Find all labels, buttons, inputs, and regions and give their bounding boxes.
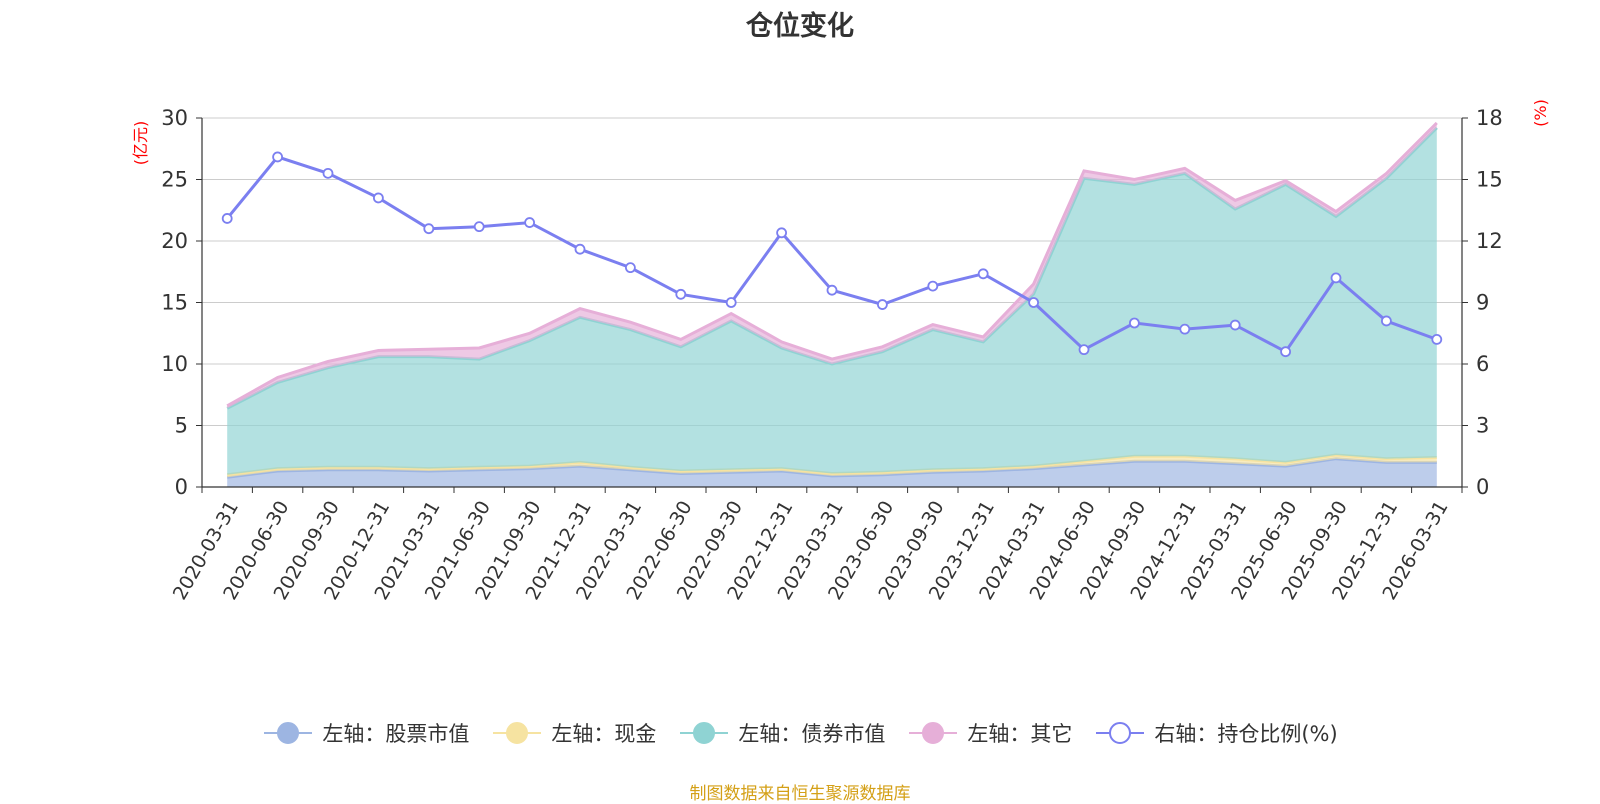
ratio-point — [1381, 315, 1392, 327]
right-tick-label: 15 — [1476, 168, 1503, 192]
ratio-point — [272, 151, 284, 163]
ratio-point — [625, 262, 636, 274]
left-axis-unit: (亿元) — [131, 121, 150, 166]
legend-item-cash[interactable]: 左轴：现金 — [491, 718, 656, 748]
ratio-point — [524, 217, 535, 228]
ratio-point — [977, 268, 989, 280]
stacked-areas — [226, 121, 1438, 487]
chart-legend: 左轴：股票市值 左轴：现金 左轴：债券市值 左轴：其它 右轴：持仓比例(%) — [0, 718, 1600, 748]
area-line-other — [226, 121, 1438, 408]
ratio-point — [221, 213, 233, 224]
legend-cash-icon — [493, 722, 542, 744]
right-tick-label: 6 — [1476, 352, 1489, 376]
left-tick-label: 25 — [161, 168, 188, 192]
chart-title: 仓位变化 — [746, 11, 854, 42]
legend-item-other[interactable]: 左轴：其它 — [907, 718, 1072, 748]
left-tick-label: 0 — [175, 475, 188, 499]
legend-ratio-icon — [1096, 722, 1145, 744]
area-stock — [227, 458, 1437, 487]
ratio-point — [423, 223, 435, 235]
ratio-point — [372, 192, 384, 204]
ratio-point — [1280, 346, 1291, 358]
legend-stock-icon — [264, 722, 313, 744]
left-tick-label: 15 — [161, 291, 188, 315]
ratio-line-series[interactable] — [221, 151, 1443, 358]
data-source-note: 制图数据来自恒生聚源数据库 — [689, 784, 911, 804]
ratio-point — [1129, 317, 1140, 329]
right-tick-label: 12 — [1476, 229, 1503, 253]
right-tick-label: 0 — [1476, 475, 1489, 499]
ratio-point — [1330, 272, 1342, 284]
left-tick-label: 10 — [161, 352, 188, 376]
left-tick-label: 20 — [161, 229, 188, 253]
area-other — [227, 122, 1437, 409]
legend-label: 左轴：其它 — [967, 722, 1073, 746]
ratio-point — [877, 299, 888, 310]
legend-label: 右轴：持仓比例(%) — [1154, 722, 1338, 746]
right-tick-label: 9 — [1476, 291, 1489, 315]
ratio-point — [322, 167, 334, 179]
legend-label: 左轴：股票市值 — [322, 722, 470, 746]
legend-label: 左轴：债券市值 — [738, 722, 886, 746]
legend-item-ratio[interactable]: 右轴：持仓比例(%) — [1094, 718, 1338, 748]
ratio-point — [776, 227, 787, 239]
ratio-point — [927, 280, 939, 292]
legend-item-bond[interactable]: 左轴：债券市值 — [678, 718, 885, 748]
right-tick-label: 3 — [1476, 414, 1489, 438]
legend-bond-icon — [680, 722, 729, 744]
right-axis-unit: (%) — [1531, 99, 1550, 127]
area-cash — [227, 455, 1437, 478]
ratio-point — [574, 243, 586, 255]
ratio-point — [1028, 297, 1039, 308]
ratio-point — [1229, 319, 1241, 331]
ratio-point — [1179, 323, 1191, 335]
ratio-point — [725, 297, 737, 308]
legend-label: 左轴：现金 — [551, 722, 657, 746]
legend-item-stock[interactable]: 左轴：股票市值 — [262, 718, 469, 748]
ratio-point — [473, 221, 485, 233]
ratio-point — [675, 288, 687, 300]
ratio-point — [1078, 344, 1090, 356]
legend-other-icon — [909, 722, 958, 744]
area-bond — [227, 127, 1437, 475]
left-tick-label: 30 — [161, 106, 188, 130]
left-tick-label: 5 — [175, 414, 188, 438]
right-tick-label: 18 — [1476, 106, 1503, 130]
ratio-point — [1431, 333, 1443, 345]
ratio-point — [826, 284, 838, 296]
